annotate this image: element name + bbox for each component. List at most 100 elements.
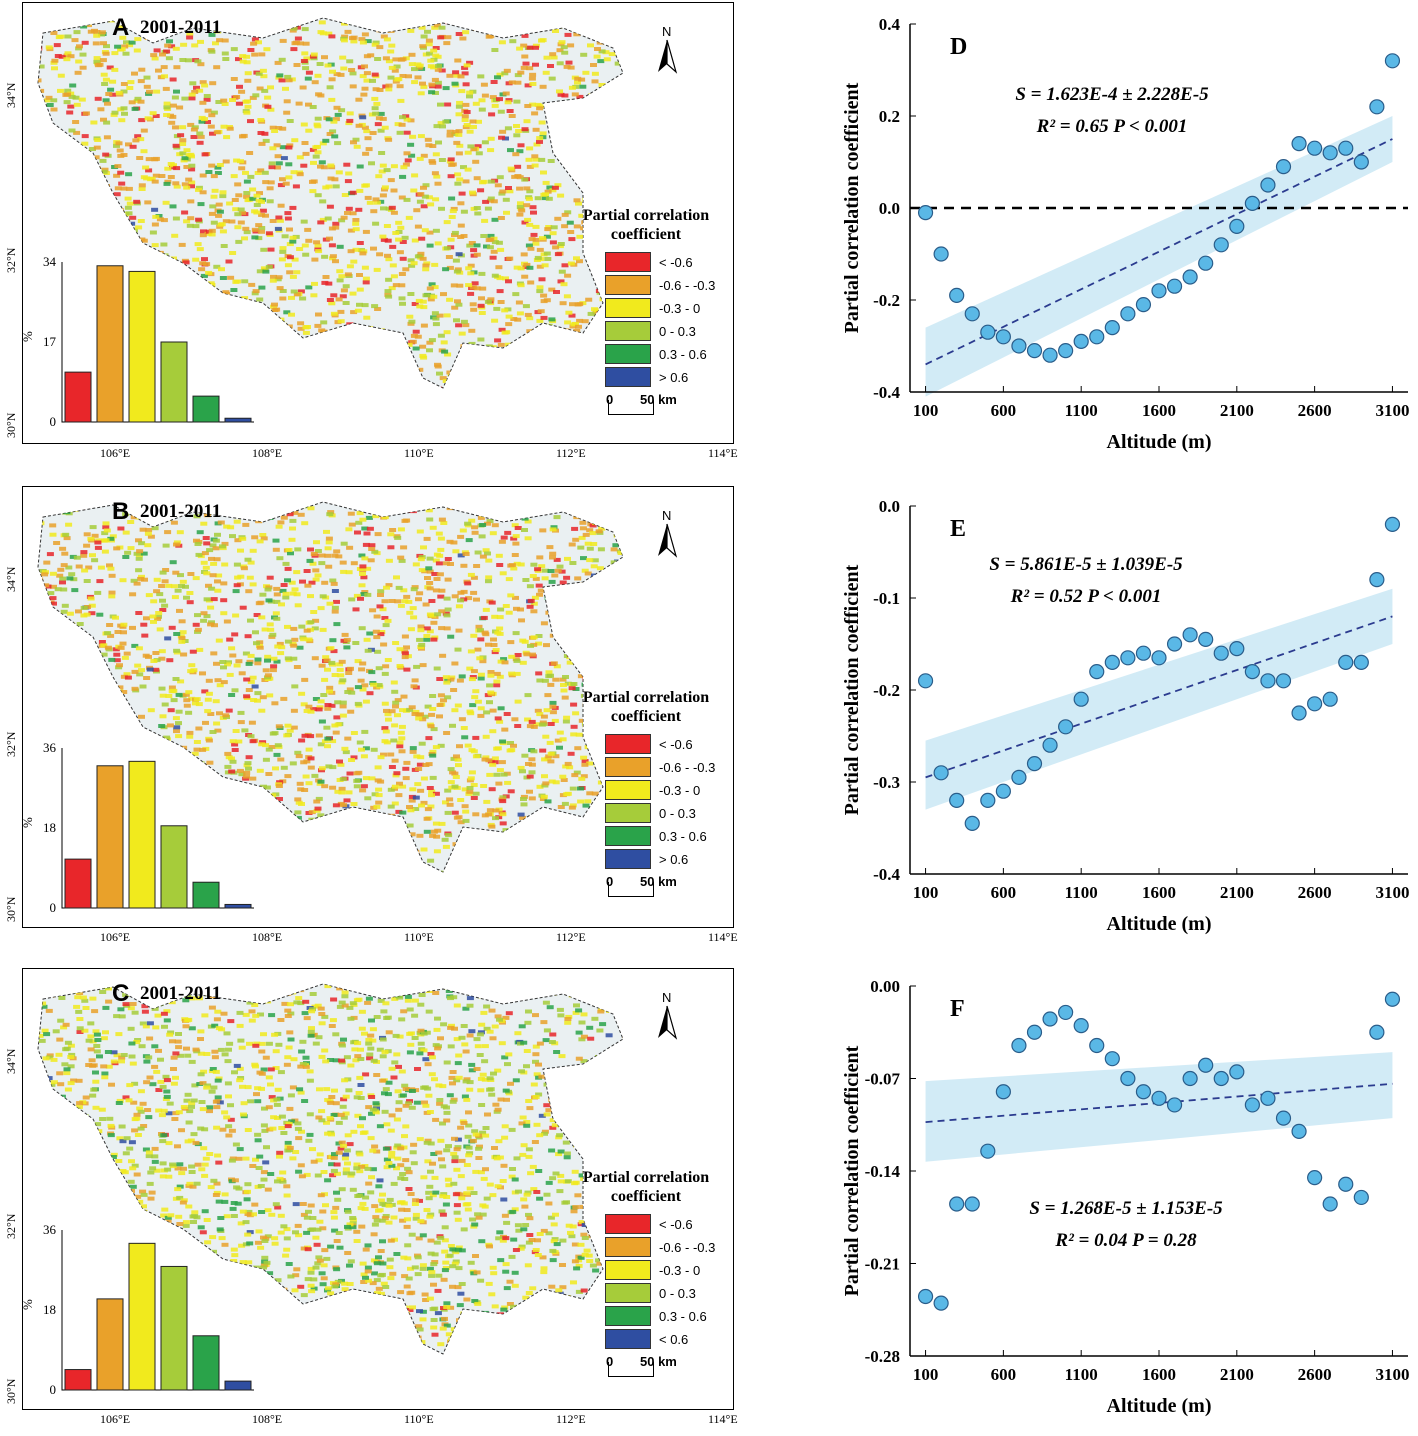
legend-swatch [605,298,651,318]
data-point [934,766,948,780]
legend-item: < -0.6 [605,1214,693,1234]
legend-item: -0.6 - -0.3 [605,275,715,295]
x-axis-label: Altitude (m) [1107,431,1212,453]
confidence-band [926,1052,1393,1162]
legend-label: -0.3 - 0 [659,301,700,316]
data-point [1230,1065,1244,1079]
data-point [1385,517,1399,531]
x-tick-label: 1600 [1142,401,1176,420]
histogram-tick: 34 [43,254,57,269]
data-point [1385,54,1399,68]
panel-label: E [950,516,966,542]
longitude-label: 108°E [252,930,282,945]
histogram-bar [225,904,251,908]
data-point [1292,137,1306,151]
latitude-label: 34°N [4,1049,19,1074]
data-point [981,1144,995,1158]
north-label: N [662,508,671,523]
legend-label: -0.3 - 0 [659,783,700,798]
data-point [1012,1038,1026,1052]
fit-stats-annotation: R² = 0.52 P < 0.001 [1010,586,1162,607]
histogram-bar [161,342,187,422]
data-point [1183,270,1197,284]
x-tick-label: 2100 [1220,883,1254,902]
x-tick-label: 2100 [1220,1365,1254,1384]
slope-annotation: S = 1.623E-4 ± 2.228E-5 [1015,84,1209,105]
longitude-label: 110°E [404,930,434,945]
data-point [1043,348,1057,362]
data-point [1354,1190,1368,1204]
data-point [1339,655,1353,669]
y-tick-label: -0.14 [865,1162,901,1181]
data-point [1230,219,1244,233]
data-point [1136,646,1150,660]
histogram-bar [97,766,123,908]
legend-item: -0.3 - 0 [605,780,700,800]
y-tick-label: 0.0 [879,497,900,516]
legend-swatch [605,803,651,823]
data-point [1121,1072,1135,1086]
latitude-label: 34°N [4,83,19,108]
data-point [1245,665,1259,679]
scale-text: 50 km [640,1354,677,1369]
data-point [1214,646,1228,660]
y-tick-label: 0.2 [879,107,900,126]
legend-swatch [605,780,651,800]
data-point [1152,651,1166,665]
data-point [1385,992,1399,1006]
histogram-bar [193,1336,219,1390]
legend-title: Partial correlation coefficient [566,1168,726,1206]
histogram-tick: 36 [43,740,57,755]
histogram-tick: 18 [43,1302,56,1317]
data-point [919,674,933,688]
legend-swatch [605,849,651,869]
latitude-label: 30°N [4,1379,19,1404]
data-point [1028,344,1042,358]
x-tick-label: 1100 [1065,883,1098,902]
data-point [1230,642,1244,656]
histogram-tick: 17 [43,334,57,349]
x-tick-label: 2600 [1298,401,1332,420]
scale-zero: 0 [606,1354,613,1369]
data-point [1183,1072,1197,1086]
latitude-label: 30°N [4,413,19,438]
longitude-label: 106°E [100,1412,130,1427]
north-label: N [662,24,671,39]
legend-swatch [605,1237,651,1257]
longitude-label: 106°E [100,446,130,461]
latitude-label: 32°N [4,248,19,273]
x-tick-label: 1100 [1065,401,1098,420]
data-point [1059,344,1073,358]
data-point [1199,256,1213,270]
data-point [1199,632,1213,646]
data-point [1261,178,1275,192]
histogram-ylabel: % [22,1299,35,1310]
legend-item: -0.6 - -0.3 [605,757,715,777]
histogram-bar [65,859,91,908]
legend-title: Partial correlation coefficient [566,206,726,244]
data-point [1059,720,1073,734]
histogram-ylabel: % [22,331,35,342]
legend-label: -0.6 - -0.3 [659,278,715,293]
data-point [1308,1171,1322,1185]
data-point [1370,573,1384,587]
data-point [950,288,964,302]
period-label: 2001-2011 [140,501,221,523]
legend-label: < 0.6 [659,1332,688,1347]
scale-text: 50 km [640,392,677,407]
x-tick-label: 2600 [1298,883,1332,902]
legend-swatch [605,1214,651,1234]
longitude-label: 110°E [404,1412,434,1427]
data-point [996,330,1010,344]
data-point [1261,674,1275,688]
legend-swatch [605,344,651,364]
data-point [1245,1098,1259,1112]
legend-label: < -0.6 [659,1217,693,1232]
x-tick-label: 2600 [1298,1365,1332,1384]
data-point [981,325,995,339]
longitude-label: 110°E [404,446,434,461]
data-point [950,793,964,807]
y-tick-label: -0.3 [873,773,900,792]
data-point [965,816,979,830]
